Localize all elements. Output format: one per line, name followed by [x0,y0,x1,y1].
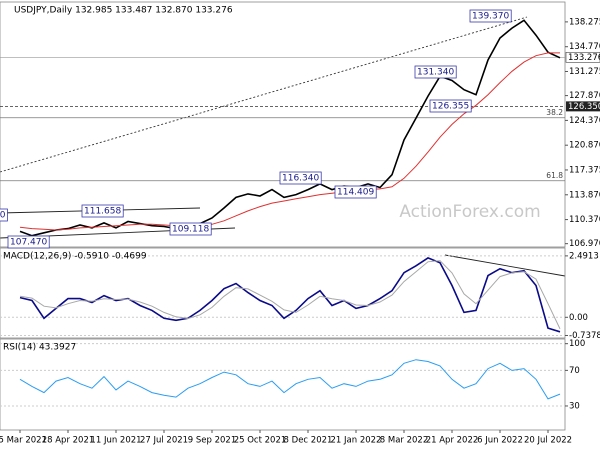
y-tick-label: 106.970 [569,239,600,249]
x-tick-label: 25 Oct 2021 [234,436,287,446]
x-tick-label: 6 Jun 2022 [477,436,523,446]
annotation: 139.370 [472,12,509,22]
series-line [19,260,561,330]
x-tick-label: 8 Dec 2021 [284,436,333,446]
annotation: 111.658 [84,207,121,217]
last-price-label: 133.276 [568,53,600,63]
trend-line [0,16,528,173]
annotation: 50 [0,211,6,221]
y-tick-label: 113.870 [569,190,600,200]
series-line [19,257,561,333]
x-tick-label: 27 Jul 2021 [140,436,188,446]
y-tick-label: 100 [569,339,585,349]
level-label: 61.8 [546,171,563,180]
annotation: 116.340 [282,174,319,184]
series-line [19,359,561,400]
annotation-box [81,204,124,218]
panel-frame [0,247,566,339]
annotation: 131.340 [417,68,454,78]
y-tick-label: 138.275 [569,17,600,27]
y-tick-label: 0.00 [569,313,588,323]
watermark: ActionForex.com [399,202,540,222]
annotation-box [429,99,472,113]
annotation-box [279,171,322,185]
annotation-box [414,65,457,79]
annotation: 114.409 [337,188,374,198]
annotation: 126.355 [432,102,469,112]
y-tick-label: 120.870 [569,141,600,151]
y-tick-label: 131.275 [569,67,600,77]
y-tick-label: 117.375 [569,165,600,175]
panel-title: MACD(12,26,9) -0.5910 -0.4699 [3,252,147,262]
series-line [19,19,561,237]
x-tick-label: 21 Jan 2022 [331,436,382,446]
panel-frame [0,1,566,248]
annotation-box [334,185,377,199]
y-tick-label: 110.370 [569,215,600,225]
annotation-box [7,235,50,249]
macd-trend-line [444,254,566,277]
x-tick-label: 8 Mar 2022 [380,436,428,446]
level-label: 38.2 [546,108,563,117]
y-tick-label: 2.4913 [569,251,599,261]
annotation-box [169,222,212,236]
last-price-tag [565,52,600,63]
y-tick-label: 134.770 [569,42,600,52]
annotation: 107.470 [10,238,47,248]
y-tick-label: 70 [569,366,580,376]
annotation-box [0,208,8,222]
y-tick-label: 30 [569,401,580,411]
x-tick-label: 9 Sep 2021 [188,436,236,446]
annotation-box [469,9,512,23]
level-tag [566,101,600,112]
level-label: 126.350 [568,102,600,112]
panel-frame [0,338,566,431]
y-tick-label: -0.7378 [569,331,600,341]
panel-title: RSI(14) 43.3927 [3,343,76,353]
x-tick-label: 11 Jun 2021 [90,436,141,446]
y-tick-label: 124.370 [569,116,600,126]
x-tick-label: 15 Mar 2021 [0,436,47,446]
annotation: 109.118 [172,225,209,235]
x-tick-label: 28 Apr 2021 [42,436,95,446]
x-tick-label: 21 Apr 2022 [426,436,479,446]
panel-title: USDJPY,Daily 132.985 133.487 132.870 133… [14,6,233,16]
y-tick-label: 127.870 [569,91,600,101]
x-tick-label: 20 Jul 2022 [524,436,572,446]
